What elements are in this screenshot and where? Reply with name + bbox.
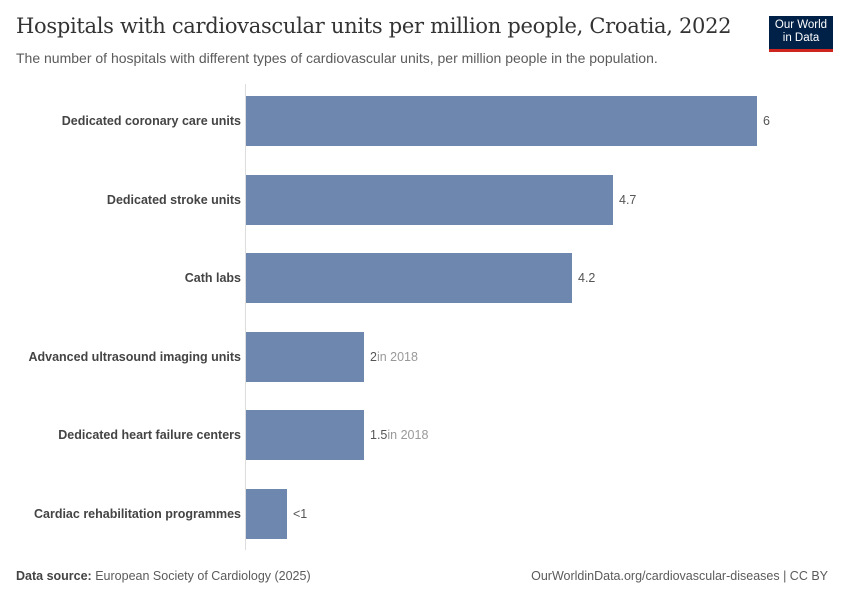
value-label: 4.2 [578, 271, 596, 285]
value-label: <1 [293, 506, 308, 521]
bar-row[interactable]: Dedicated stroke units 4.7 [0, 174, 850, 227]
y-axis-line [245, 84, 246, 550]
source-link[interactable]: European Society of Cardiology (2025) [95, 569, 311, 583]
owid-logo[interactable]: Our World in Data [769, 16, 833, 52]
bar-row[interactable]: Advanced ultrasound imaging units 2in 201… [0, 331, 850, 384]
category-label: Dedicated coronary care units [61, 114, 241, 128]
source-url[interactable]: OurWorldinData.org/cardiovascular-diseas… [531, 569, 828, 583]
chart-title: Hospitals with cardiovascular units per … [16, 14, 732, 38]
bar-row[interactable]: Dedicated coronary care units 6 [0, 96, 850, 148]
chart-subtitle: The number of hospitals with different t… [16, 50, 658, 66]
bar[interactable] [246, 488, 287, 539]
category-label: Cardiac rehabilitation programmes [33, 506, 241, 521]
bar[interactable] [246, 253, 572, 303]
logo-text: in Data [782, 32, 820, 44]
bar[interactable] [246, 174, 613, 225]
bar-row[interactable]: Dedicated heart failure centers 1.5in 201… [0, 410, 850, 462]
category-label: Advanced ultrasound imaging units [28, 349, 241, 364]
bar[interactable] [246, 331, 364, 382]
value-label: 4.7 [619, 192, 637, 207]
category-label: Dedicated heart failure centers [58, 428, 241, 442]
value-label: 6 [763, 114, 770, 128]
category-label: Dedicated stroke units [106, 192, 241, 207]
bar-row[interactable]: Cath labs 4.2 [0, 253, 850, 305]
bar-row[interactable]: Cardiac rehabilitation programmes <1 [0, 488, 850, 541]
data-source: Data source: European Society of Cardiol… [16, 569, 311, 583]
value-label: 1.5in 2018 [370, 428, 429, 442]
logo-text: Our World [774, 19, 828, 31]
bar[interactable] [246, 410, 364, 460]
value-label: 2in 2018 [370, 349, 418, 364]
bar[interactable] [246, 96, 757, 146]
category-label: Cath labs [184, 271, 241, 285]
